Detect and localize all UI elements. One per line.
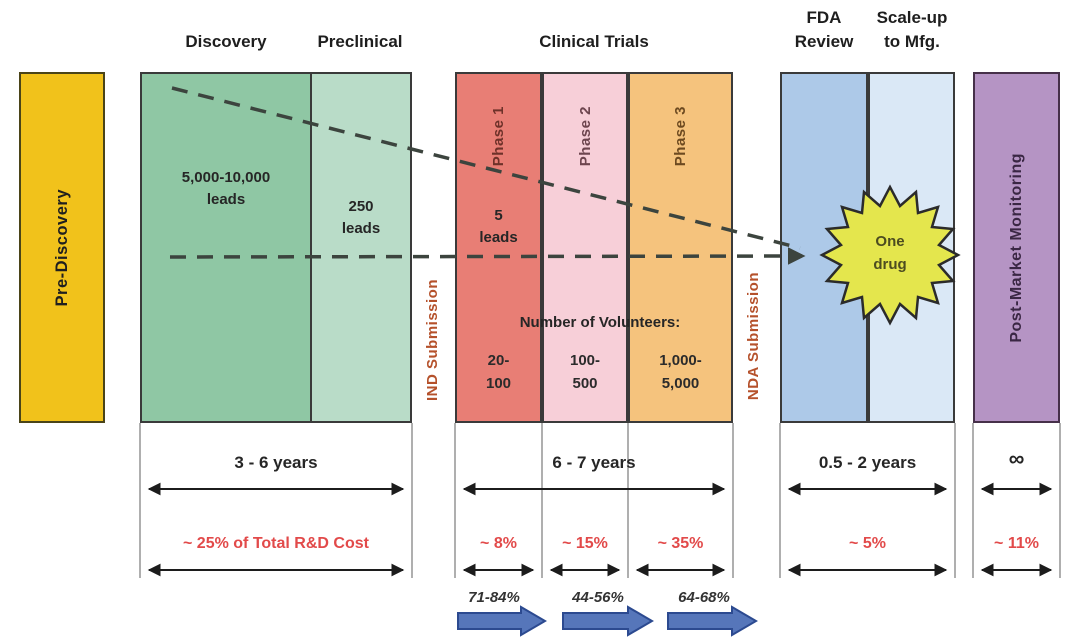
duration-post-market-infinity: ∞ bbox=[1008, 446, 1025, 471]
dimension-extension-lines bbox=[139, 423, 1061, 578]
header-fda-review: FDA Review bbox=[794, 8, 854, 51]
phase-1-label-strip: Phase 1 bbox=[457, 84, 540, 189]
phase-1-label: Phase 1 bbox=[490, 106, 507, 167]
header-clinical-trials: Clinical Trials bbox=[539, 32, 649, 51]
phase-3-label-strip: Phase 3 bbox=[630, 84, 731, 189]
volunteers-heading: Number of Volunteers: bbox=[519, 314, 681, 331]
phase-2-label: Phase 2 bbox=[576, 106, 594, 167]
success-rate-phase-2: 44-56% bbox=[572, 589, 624, 606]
duration-clinical-trials: 6 - 7 years bbox=[552, 453, 636, 472]
cost-discovery-preclinical: ~ 25% of Total R&D Cost bbox=[183, 535, 369, 552]
header-scale-up: Scale-up to Mfg. bbox=[876, 8, 948, 51]
phase-1-volunteers: 20- 100 bbox=[485, 352, 512, 392]
phase-2-label-strip: Phase 2 bbox=[544, 84, 626, 189]
box-discovery: 5,000-10,000 leads bbox=[140, 72, 312, 423]
box-phase-3: Phase 3 1,000- 5,000 bbox=[628, 72, 733, 423]
cost-post-market: ~ 11% bbox=[994, 535, 1039, 552]
block-arrow-phase-3 bbox=[667, 605, 758, 637]
box-post-market: Post-Market Monitoring bbox=[973, 72, 1060, 423]
discovery-leads-count: 5,000-10,000 leads bbox=[181, 169, 271, 208]
cost-phase-3: ~ 35% bbox=[657, 535, 704, 552]
phase-3-volunteers: 1,000- 5,000 bbox=[659, 352, 702, 392]
block-arrow-phase-2 bbox=[562, 605, 654, 637]
ind-submission-label: IND Submission bbox=[410, 250, 455, 430]
box-phase-1: Phase 1 5 leads 20- 100 bbox=[455, 72, 542, 423]
box-pre-discovery: Pre-Discovery bbox=[19, 72, 105, 423]
cost-phase-1: ~ 8% bbox=[480, 535, 517, 552]
pre-discovery-label: Pre-Discovery bbox=[52, 188, 71, 307]
box-phase-2: Phase 2 100- 500 bbox=[542, 72, 628, 423]
nda-submission-text: NDA Submission bbox=[744, 272, 762, 401]
box-preclinical: 250 leads bbox=[310, 72, 412, 423]
ind-submission-text: IND Submission bbox=[424, 278, 441, 401]
nda-submission-label: NDA Submission bbox=[731, 243, 775, 430]
cost-fda-scaleup: ~ 5% bbox=[849, 535, 886, 552]
preclinical-leads-count: 250 leads bbox=[341, 198, 381, 237]
success-rate-phase-3: 64-68% bbox=[678, 589, 730, 606]
duration-fda-scaleup: 0.5 - 2 years bbox=[818, 453, 917, 472]
phase-1-leads-count: 5 leads bbox=[479, 207, 518, 246]
header-preclinical: Preclinical bbox=[317, 32, 403, 51]
phase-3-label: Phase 3 bbox=[672, 106, 689, 167]
phase-2-volunteers: 100- 500 bbox=[569, 352, 601, 392]
one-drug-label: One drug bbox=[873, 233, 907, 274]
duration-discovery-preclinical: 3 - 6 years bbox=[234, 453, 318, 472]
header-discovery: Discovery bbox=[185, 32, 267, 51]
block-arrow-phase-1 bbox=[457, 605, 547, 637]
post-market-label: Post-Market Monitoring bbox=[1007, 152, 1025, 343]
cost-phase-2: ~ 15% bbox=[562, 535, 608, 552]
success-rate-phase-1: 71-84% bbox=[468, 589, 520, 606]
